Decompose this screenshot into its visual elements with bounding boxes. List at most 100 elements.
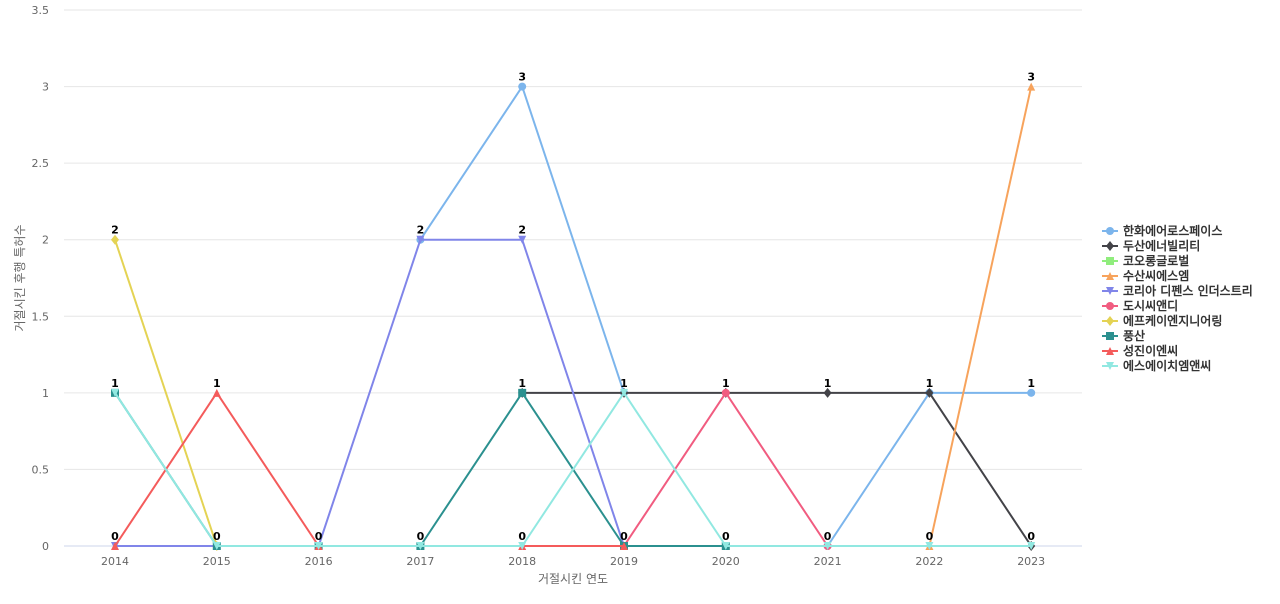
data-label: 1 <box>111 377 119 390</box>
data-point <box>212 542 221 550</box>
legend-marker <box>1106 302 1114 310</box>
y-axis-ticks: 0 0.5 1 1.5 2 2.5 3 3.5 <box>32 4 50 553</box>
data-point <box>1027 542 1036 550</box>
legend-item[interactable]: 두산에너빌리티 <box>1102 238 1200 253</box>
x-axis-ticks: 2014 2015 2016 2017 2018 2019 2020 2021 2022 2023 <box>101 555 1045 568</box>
legend-item[interactable]: 코리아 디펜스 인더스트리 <box>1102 283 1253 298</box>
legend-marker <box>1106 332 1114 340</box>
data-label: 0 <box>1027 530 1035 543</box>
data-point <box>823 542 832 550</box>
x-tick-label: 2023 <box>1017 555 1045 568</box>
data-point <box>111 542 119 550</box>
grid-layer <box>64 9 1082 547</box>
series-line <box>115 238 625 547</box>
data-label: 0 <box>824 530 832 543</box>
data-point <box>620 542 628 550</box>
data-labels: 2 1 0 1 0 0 2 0 3 2 1 0 1 0 1 0 1 0 1 0 3 1 0 <box>111 71 1035 543</box>
legend-item[interactable]: 한화에어로스페이스 <box>1102 223 1222 238</box>
data-point <box>721 542 730 550</box>
legend-label: 에스에이치엠앤씨 <box>1123 358 1211 373</box>
data-label: 2 <box>111 224 119 237</box>
legend-item[interactable]: 코오롱글로벌 <box>1102 253 1189 268</box>
data-label: 1 <box>926 377 934 390</box>
data-point <box>518 388 527 397</box>
legend-marker <box>1106 347 1114 355</box>
legend-item[interactable]: 풍산 <box>1102 328 1145 343</box>
x-tick-label: 2021 <box>814 555 842 568</box>
x-tick-label: 2018 <box>508 555 536 568</box>
series-line <box>114 391 1032 547</box>
y-tick-label: 2 <box>42 234 49 247</box>
data-label: 0 <box>315 530 323 543</box>
data-point <box>1027 388 1036 397</box>
y-tick-label: 2.5 <box>32 157 50 170</box>
legend-label: 성진이엔씨 <box>1123 343 1178 358</box>
data-label: 1 <box>620 377 628 390</box>
legend-label: 코오롱글로벌 <box>1123 253 1189 268</box>
data-label: 2 <box>417 224 425 237</box>
data-point <box>925 542 934 550</box>
legend-label: 풍산 <box>1123 328 1145 343</box>
data-point <box>314 542 323 550</box>
x-axis-title: 거절시킨 연도 <box>538 572 608 586</box>
legend-item[interactable]: 에스에이치엠앤씨 <box>1102 358 1211 373</box>
x-tick-label: 2022 <box>915 555 943 568</box>
x-tick-label: 2019 <box>610 555 638 568</box>
data-label: 0 <box>926 530 934 543</box>
data-point <box>416 235 425 244</box>
y-tick-label: 1 <box>42 387 49 400</box>
series-layer <box>111 82 1036 551</box>
x-tick-label: 2015 <box>203 555 231 568</box>
y-tick-label: 0.5 <box>32 463 50 476</box>
legend-marker <box>1106 257 1114 265</box>
legend-label: 한화에어로스페이스 <box>1123 223 1222 238</box>
data-point <box>925 387 934 398</box>
series-8 <box>111 388 628 550</box>
data-point <box>518 542 527 550</box>
legend-item[interactable]: 성진이엔씨 <box>1102 343 1178 358</box>
legend-item[interactable]: 도시씨앤디 <box>1102 298 1178 313</box>
data-point <box>518 235 527 244</box>
legend-label: 코리아 디펜스 인더스트리 <box>1123 283 1253 298</box>
series-9 <box>111 388 1036 550</box>
data-label: 0 <box>518 530 526 543</box>
x-tick-label: 2020 <box>712 555 740 568</box>
data-point <box>1027 82 1036 91</box>
legend-label: 수산씨에스엠 <box>1123 268 1189 283</box>
legend-marker <box>1106 316 1114 326</box>
y-tick-label: 3 <box>42 81 49 94</box>
data-label: 0 <box>111 530 119 543</box>
data-label: 0 <box>417 530 425 543</box>
data-label: 3 <box>1027 71 1035 84</box>
data-label: 0 <box>722 530 730 543</box>
legend-label: 에프케이엔지니어링 <box>1123 313 1222 328</box>
series-line <box>114 239 218 547</box>
legend-item[interactable]: 에프케이엔지니어링 <box>1102 313 1222 328</box>
data-label: 2 <box>518 224 526 237</box>
data-point <box>823 387 832 398</box>
y-tick-label: 1.5 <box>32 310 50 323</box>
legend-marker <box>1106 272 1114 280</box>
y-tick-label: 0 <box>42 540 49 553</box>
data-label: 1 <box>824 377 832 390</box>
data-point <box>721 388 730 397</box>
x-tick-label: 2017 <box>406 555 434 568</box>
legend-marker <box>1106 362 1114 370</box>
series-line <box>928 86 1033 547</box>
data-label: 0 <box>620 530 628 543</box>
data-label: 1 <box>518 377 526 390</box>
data-label: 3 <box>518 71 526 84</box>
x-tick-label: 2014 <box>101 555 129 568</box>
legend-label: 두산에너빌리티 <box>1123 238 1200 253</box>
data-point <box>416 542 425 550</box>
legend-label: 도시씨앤디 <box>1123 298 1178 313</box>
legend-marker <box>1106 227 1114 235</box>
legend-item[interactable]: 수산씨에스엠 <box>1102 268 1189 283</box>
legend-marker <box>1106 287 1114 295</box>
data-label: 1 <box>1027 377 1035 390</box>
data-point <box>518 82 527 91</box>
y-tick-label: 3.5 <box>32 4 50 17</box>
